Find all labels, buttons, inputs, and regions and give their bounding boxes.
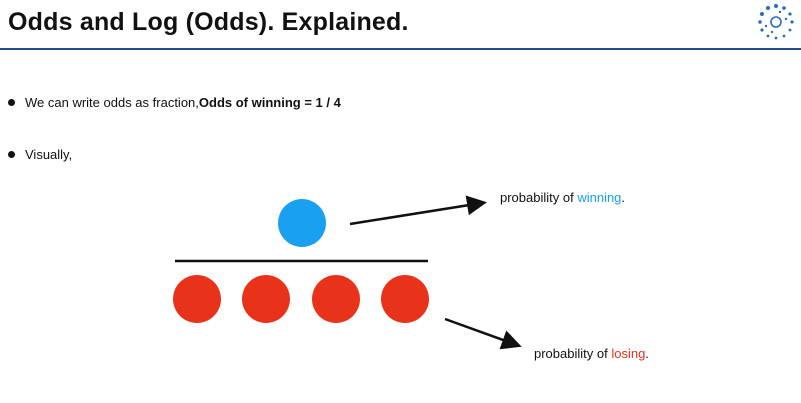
winning-label: probability of winning. bbox=[500, 190, 625, 205]
slide-title: Odds and Log (Odds). Explained. bbox=[8, 8, 409, 36]
winning-label-prefix: probability of bbox=[500, 190, 578, 205]
losing-circle bbox=[381, 275, 429, 323]
losing-circle bbox=[242, 275, 290, 323]
dotted-circle-logo-icon bbox=[758, 4, 794, 40]
losing-label: probability of losing. bbox=[534, 346, 649, 361]
winning-circle bbox=[278, 199, 326, 247]
bullet-odds-fraction: We can write odds as fraction, Odds of w… bbox=[8, 95, 341, 110]
losing-circle bbox=[173, 275, 221, 323]
losing-label-prefix: probability of bbox=[534, 346, 612, 361]
bullet-dot bbox=[8, 99, 15, 106]
bullet-bold-text: Odds of winning = 1 / 4 bbox=[198, 95, 341, 110]
bullet-text: Visually, bbox=[25, 147, 73, 162]
winning-label-suffix: . bbox=[621, 190, 626, 205]
losing-arrow bbox=[444, 317, 522, 350]
losing-label-suffix: . bbox=[645, 346, 649, 361]
losing-label-highlight: losing bbox=[611, 346, 646, 361]
winning-label-highlight: winning bbox=[577, 190, 622, 205]
bullet-text: We can write odds as fraction, bbox=[25, 95, 199, 110]
winning-arrow bbox=[349, 195, 487, 226]
losing-circle bbox=[312, 275, 360, 323]
bullet-dot bbox=[8, 151, 15, 158]
title-underline bbox=[0, 48, 801, 50]
bullet-visually: Visually, bbox=[8, 147, 72, 162]
